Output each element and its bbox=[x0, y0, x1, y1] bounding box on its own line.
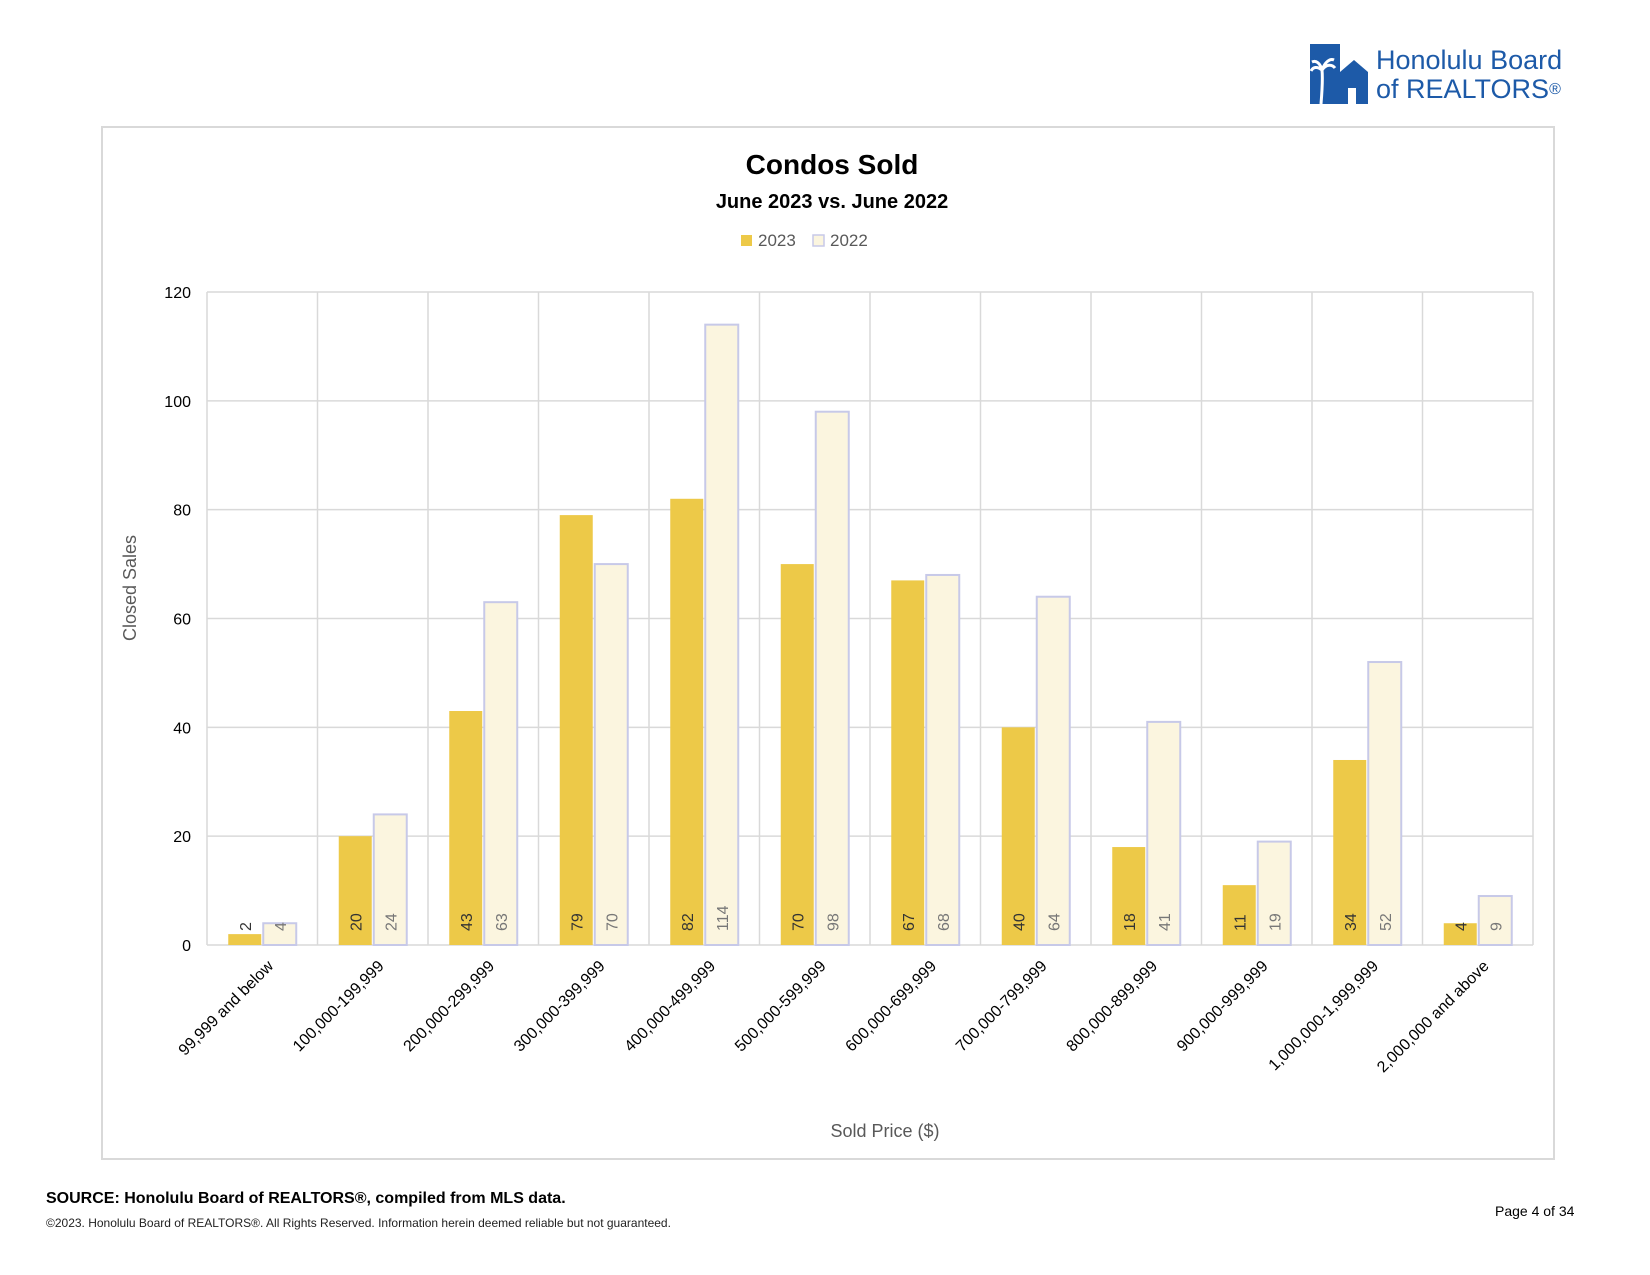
y-tick-label: 0 bbox=[182, 938, 191, 955]
y-tick-label: 40 bbox=[173, 720, 191, 737]
x-tick-label: 500,000-599,999 bbox=[732, 958, 830, 1056]
bar-2022 bbox=[814, 410, 850, 946]
y-tick-label: 100 bbox=[164, 394, 191, 411]
bar-2023 bbox=[780, 564, 814, 945]
bar-2023 bbox=[228, 934, 262, 945]
data-label-2023: 34 bbox=[1343, 913, 1360, 931]
bar-2022 bbox=[704, 323, 740, 946]
data-label-2022: 52 bbox=[1378, 913, 1395, 931]
logo-reg-mark: ® bbox=[1549, 81, 1561, 98]
bar-2023 bbox=[559, 515, 593, 945]
data-label-2022: 64 bbox=[1046, 913, 1063, 931]
y-axis-title: Closed Sales bbox=[120, 535, 140, 641]
bars bbox=[228, 323, 1513, 947]
logo-line2-text: of REALTORS bbox=[1376, 74, 1550, 104]
data-label-2023: 4 bbox=[1453, 922, 1470, 931]
logo-text: Honolulu Board of REALTORS® bbox=[1376, 46, 1562, 104]
x-axis-title: Sold Price ($) bbox=[830, 1121, 939, 1141]
x-tick-label: 400,000-499,999 bbox=[621, 958, 719, 1056]
data-label-2022: 98 bbox=[825, 913, 842, 931]
data-label-2022: 24 bbox=[383, 913, 400, 931]
data-label-2023: 67 bbox=[901, 913, 918, 931]
bar-2022 bbox=[1367, 661, 1403, 946]
chart-subtitle: June 2023 vs. June 2022 bbox=[716, 191, 948, 213]
data-label-2023: 40 bbox=[1011, 913, 1028, 931]
chart-title: Condos Sold bbox=[746, 149, 919, 180]
y-tick-label: 20 bbox=[173, 829, 191, 846]
gridlines bbox=[206, 291, 1534, 946]
data-labels: 2 4 20 24 43 63 79 70 82 114 70 98 67 68 40 64 18 41 11 19 3… bbox=[238, 905, 1506, 931]
bar-2022 bbox=[372, 813, 408, 947]
chart-frame: 2 4 20 24 43 63 79 70 82 114 70 98 67 68 40 64 18 41 11 19 3… bbox=[101, 126, 1555, 1160]
legend-label-2022: 2022 bbox=[830, 231, 868, 250]
chart: 2 4 20 24 43 63 79 70 82 114 70 98 67 68 40 64 18 41 11 19 3… bbox=[120, 149, 1534, 1141]
page-number: Page 4 of 34 bbox=[1495, 1203, 1575, 1219]
bar-2023 bbox=[449, 711, 483, 945]
footer-copyright: ©2023. Honolulu Board of REALTORS®. All … bbox=[46, 1216, 671, 1230]
palm-house-icon bbox=[1310, 44, 1368, 104]
data-label-2023: 79 bbox=[569, 913, 586, 931]
data-label-2022: 41 bbox=[1157, 913, 1174, 931]
x-tick-label: 700,000-799,999 bbox=[953, 958, 1051, 1056]
logo: Honolulu Board of REALTORS® bbox=[1310, 44, 1620, 106]
data-label-2023: 18 bbox=[1122, 913, 1139, 931]
data-label-2022: 114 bbox=[715, 905, 732, 931]
data-label-2023: 11 bbox=[1232, 914, 1249, 931]
data-label-2022: 63 bbox=[494, 913, 511, 931]
logo-line2: of REALTORS® bbox=[1376, 75, 1562, 104]
bar-2022 bbox=[1256, 840, 1292, 947]
y-tick-label: 120 bbox=[164, 285, 191, 302]
bar-2022 bbox=[925, 573, 961, 946]
footer-source: SOURCE: Honolulu Board of REALTORS®, com… bbox=[46, 1190, 566, 1207]
logo-line1: Honolulu Board bbox=[1376, 45, 1563, 75]
bar-2022 bbox=[262, 922, 298, 947]
bar-2022 bbox=[1146, 720, 1182, 946]
x-tick-label: 800,000-899,999 bbox=[1063, 958, 1161, 1056]
bar-2023 bbox=[1001, 727, 1035, 945]
bar-2022 bbox=[593, 563, 629, 946]
data-label-2023: 20 bbox=[348, 913, 365, 931]
x-tick-label: 600,000-699,999 bbox=[842, 958, 940, 1056]
data-label-2022: 9 bbox=[1488, 922, 1505, 931]
data-label-2023: 70 bbox=[790, 913, 807, 931]
bar-2023 bbox=[1333, 759, 1367, 945]
bar-2022 bbox=[483, 601, 519, 946]
data-label-2022: 4 bbox=[273, 922, 290, 931]
legend-swatch-2023 bbox=[741, 235, 752, 246]
bar-2022 bbox=[1477, 895, 1513, 947]
x-tick-label: 99,999 and below bbox=[176, 957, 278, 1059]
bar-2023 bbox=[891, 580, 925, 945]
x-tick-label: 300,000-399,999 bbox=[511, 958, 609, 1056]
y-tick-label: 80 bbox=[173, 503, 191, 520]
x-tick-label: 200,000-299,999 bbox=[400, 958, 498, 1056]
data-label-2022: 19 bbox=[1267, 913, 1284, 931]
bar-2023 bbox=[1222, 885, 1256, 945]
x-tick-label: 1,000,000-1,999,999 bbox=[1266, 958, 1383, 1075]
x-tick-label: 900,000-999,999 bbox=[1174, 958, 1272, 1056]
bar-2023 bbox=[338, 836, 372, 945]
data-label-2022: 68 bbox=[936, 913, 953, 931]
data-label-2023: 82 bbox=[680, 913, 697, 931]
bar-2023 bbox=[670, 498, 704, 945]
legend: 2023 2022 bbox=[741, 231, 868, 250]
data-label-2023: 43 bbox=[459, 913, 476, 931]
y-tick-label: 60 bbox=[173, 612, 191, 629]
data-label-2022: 70 bbox=[604, 913, 621, 931]
data-label-2023: 2 bbox=[238, 922, 255, 931]
bar-2023 bbox=[1443, 923, 1477, 945]
x-tick-label: 2,000,000 and above bbox=[1374, 958, 1492, 1076]
x-tick-label: 100,000-199,999 bbox=[290, 958, 388, 1056]
legend-swatch-2022 bbox=[812, 234, 825, 247]
legend-label-2023: 2023 bbox=[758, 231, 796, 250]
bar-2023 bbox=[1112, 847, 1146, 945]
bar-2022 bbox=[1035, 595, 1071, 946]
